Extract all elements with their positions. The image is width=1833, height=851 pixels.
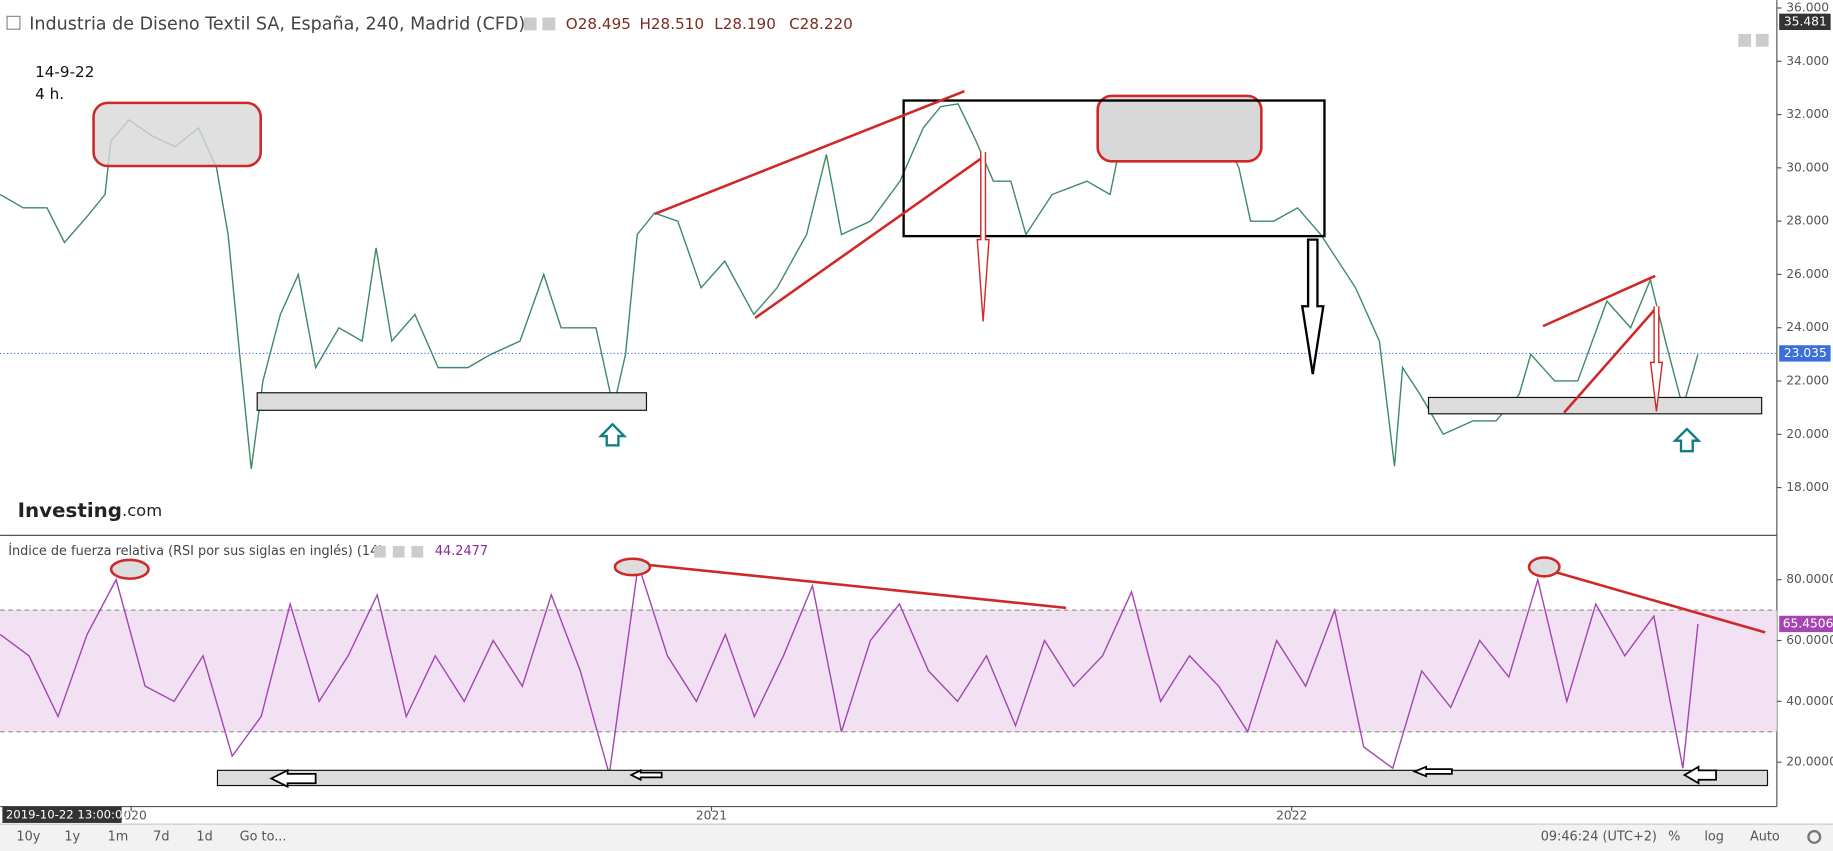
series-line [0,564,1699,775]
trend-line [1563,305,1659,414]
series-line [0,103,1699,470]
teal-arrow [598,422,628,447]
y-tick-label: 40.0000 [1786,694,1833,708]
support-box [256,392,648,411]
last-price-label: 23.035 [1784,346,1827,360]
indicator-title: Índice de fuerza relativa (RSI por sus s… [8,543,383,559]
rsi-circle [1527,556,1561,578]
y-tick-label: 20.000 [1786,427,1829,441]
percent-button[interactable]: % [1668,829,1680,844]
black-left-arrow [1412,765,1453,778]
log-button[interactable]: log [1704,829,1724,844]
rsi-value-label: 65.4506 [1783,616,1833,630]
black-left-arrow [1682,765,1717,785]
range-button[interactable]: 1y [64,829,80,844]
plot-layer: 18.000 20.000 22.000 24.000 26.000 28.000 30.0… [0,0,1833,822]
black-arrow [1300,238,1325,375]
y-tick-label: 24.000 [1786,320,1829,334]
support-box [1427,396,1763,415]
collapse-icon[interactable] [6,15,21,30]
trend-line [754,154,987,320]
black-left-arrow [269,768,317,789]
annotations [92,89,1769,789]
ohlc-close: C28.220 [789,15,853,33]
x-tick-label: 2021 [696,808,727,822]
ohlc-low: L28.190 [714,15,776,33]
y-tick-label: 60.0000 [1786,633,1833,647]
watermark: Investing.com [18,498,163,521]
rsi-trend-line [645,563,1067,610]
red-arrow [976,151,990,322]
indicator-icon[interactable] [374,545,386,558]
high-label: 35.481 [1784,14,1827,28]
settings-button[interactable] [1807,829,1822,844]
range-button[interactable]: 7d [153,829,169,844]
rsi-circle [613,557,652,577]
y-tick-label: 22.000 [1786,374,1829,388]
trend-line [654,89,965,216]
y-tick-label: 20.0000 [1786,755,1833,769]
annotation-date: 14-9-22 [35,63,94,81]
annotation-interval: 4 h. [35,85,64,103]
x-tick-label: 2020 [116,808,147,822]
range-button[interactable]: 10y [16,829,40,844]
ohlc-high: H28.510 [639,15,704,33]
range-button[interactable]: 1m [108,829,129,844]
clock: 09:46:24 (UTC+2) [1541,829,1657,844]
black-box [902,99,1326,238]
watermark-suffix: .com [122,500,162,519]
watermark-brand: Investing [18,498,122,521]
pane-button[interactable] [1755,33,1769,47]
y-tick-label: 30.000 [1786,160,1829,174]
pane-button[interactable] [1738,33,1752,47]
rsi-value-tag [1779,615,1833,633]
indicator-value: 44.2477 [435,544,488,559]
ohlc-open: O28.495 [566,15,631,33]
last-price-tag [1779,345,1831,362]
range-button[interactable]: 1d [196,829,212,844]
y-tick-label: 28.000 [1786,214,1829,228]
x-tick-label: 2022 [1276,808,1307,822]
crosshair-label: 2019-10-22 13:00:00 [6,807,130,821]
header-icon[interactable] [523,17,537,31]
indicator-icon[interactable] [411,545,424,558]
y-tick-label: 36.000 [1786,0,1829,14]
tag-layer: 23.035 35.481 65.4506 2019-10-22 13:00:00 [2,13,1833,823]
rsi-support-box [216,769,1769,787]
rsi-circle [109,558,150,580]
toolbar [0,824,1833,851]
y-tick-label: 32.000 [1786,107,1829,121]
red-arrow [1649,306,1664,412]
teal-arrow [1672,427,1702,453]
header-icon[interactable] [542,17,556,31]
red-box [92,101,263,168]
black-left-arrow [629,768,663,782]
y-tick-label: 80.0000 [1786,572,1833,586]
rsi-trend-line [1545,568,1766,634]
auto-button[interactable]: Auto [1750,829,1780,844]
crosshair-tag [2,806,122,823]
trend-line [1542,274,1656,328]
goto-button[interactable]: Go to... [240,829,287,844]
y-tick-label: 26.000 [1786,267,1829,281]
rsi-band [0,610,1777,732]
y-tick-label: 18.000 [1786,480,1829,494]
chart-title: Industria de Diseno Textil SA, España, 2… [29,15,525,35]
y-tick-label: 34.000 [1786,54,1829,68]
indicator-icon[interactable] [392,545,405,558]
red-box [1096,94,1263,163]
high-tag [1779,13,1831,31]
